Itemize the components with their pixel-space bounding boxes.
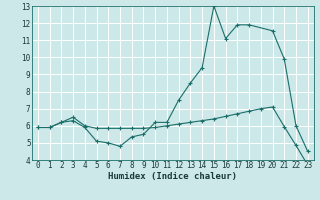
X-axis label: Humidex (Indice chaleur): Humidex (Indice chaleur)	[108, 172, 237, 181]
